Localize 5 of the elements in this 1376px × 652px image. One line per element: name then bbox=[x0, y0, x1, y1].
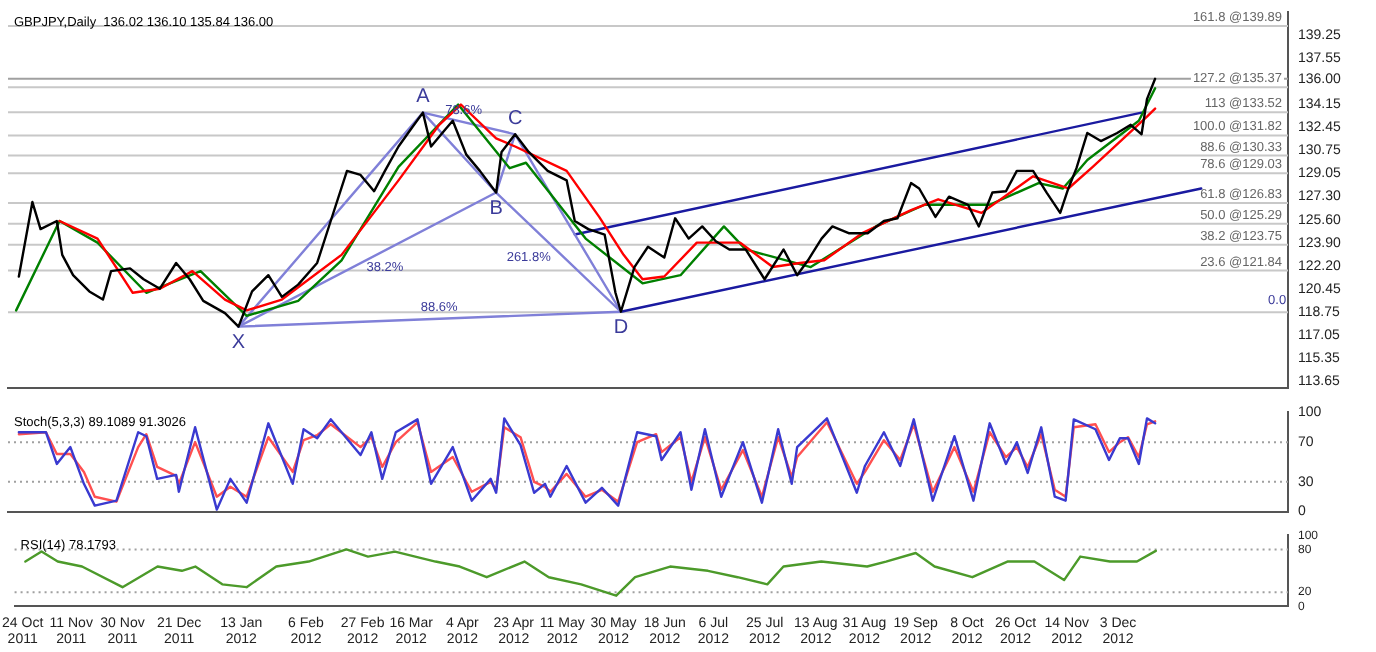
annotation: C bbox=[507, 107, 523, 130]
annotation: D bbox=[613, 317, 629, 340]
annotation: B bbox=[489, 198, 504, 221]
annotation: X bbox=[231, 332, 246, 355]
annotation: A bbox=[416, 86, 431, 109]
